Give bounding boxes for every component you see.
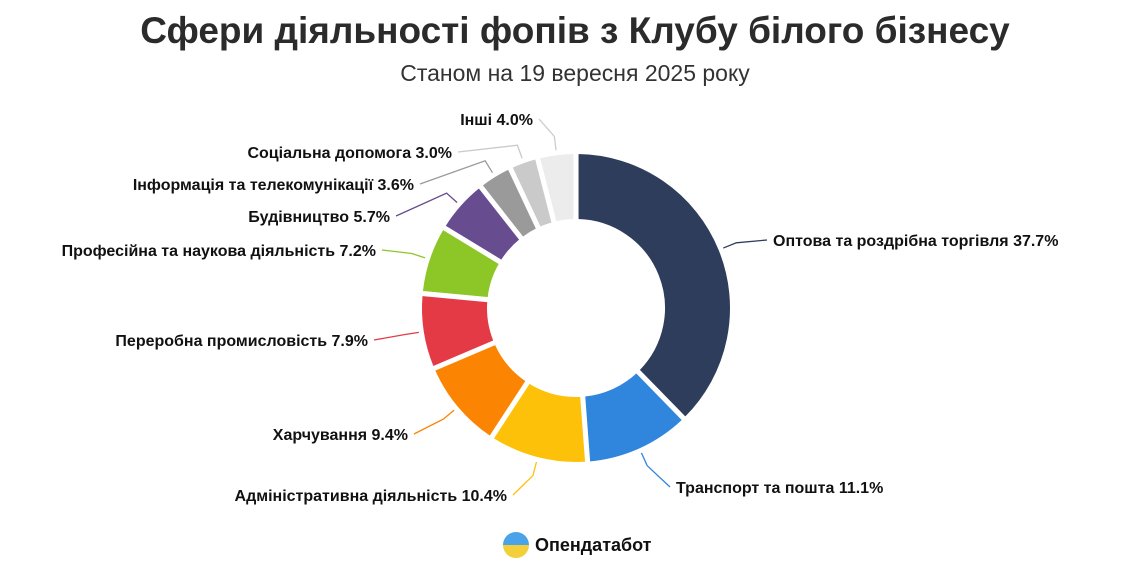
donut-slice	[576, 152, 732, 419]
brand: Опендатабот	[503, 532, 652, 558]
chart-title: Сфери діяльності фопів з Клубу білого бі…	[140, 10, 1010, 51]
leader-line	[723, 239, 768, 249]
brand-name: Опендатабот	[535, 534, 652, 555]
leader-line	[395, 192, 458, 217]
slice-label: Професійна та наукова діяльність 7.2%	[62, 243, 376, 260]
slice-label: Транспорт та пошта 11.1%	[676, 480, 883, 497]
slice-label: Будівництво 5.7%	[248, 209, 390, 226]
donut-slice	[420, 293, 496, 369]
chart-subtitle: Станом на 19 вересня 2025 року	[400, 60, 750, 86]
donut-slice	[420, 227, 502, 300]
leader-line	[381, 249, 426, 259]
leader-line	[419, 159, 494, 185]
donut-slice	[432, 342, 528, 438]
slice-label: Інші 4.0%	[460, 112, 533, 129]
leader-line	[413, 409, 455, 435]
donut-slice	[510, 157, 554, 229]
slice-label: Інформація та телекомунікації 3.6%	[133, 177, 414, 194]
slice-label: Адміністративна діяльність 10.4%	[235, 488, 507, 505]
slice-label: Переробна промисловість 7.9%	[115, 333, 368, 350]
donut-slice	[443, 186, 522, 262]
donut-slice	[491, 381, 588, 464]
leader-line	[538, 118, 557, 151]
slice-label: Соціальна допомога 3.0%	[247, 145, 452, 162]
leader-line	[512, 461, 538, 496]
donut-slice	[480, 167, 539, 239]
opendatabot-logo-icon	[503, 532, 529, 558]
slice-label: Оптова та роздрібна торгівля 37.7%	[773, 233, 1058, 250]
leader-line	[640, 452, 671, 488]
donut-slice	[583, 371, 685, 464]
leader-line	[457, 144, 523, 159]
leader-line	[373, 331, 419, 341]
donut-slice	[537, 152, 576, 224]
slice-label: Харчування 9.4%	[273, 427, 408, 444]
